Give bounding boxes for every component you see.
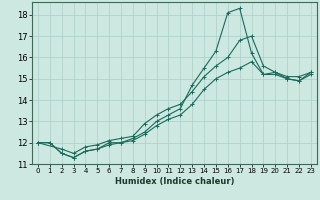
X-axis label: Humidex (Indice chaleur): Humidex (Indice chaleur)	[115, 177, 234, 186]
